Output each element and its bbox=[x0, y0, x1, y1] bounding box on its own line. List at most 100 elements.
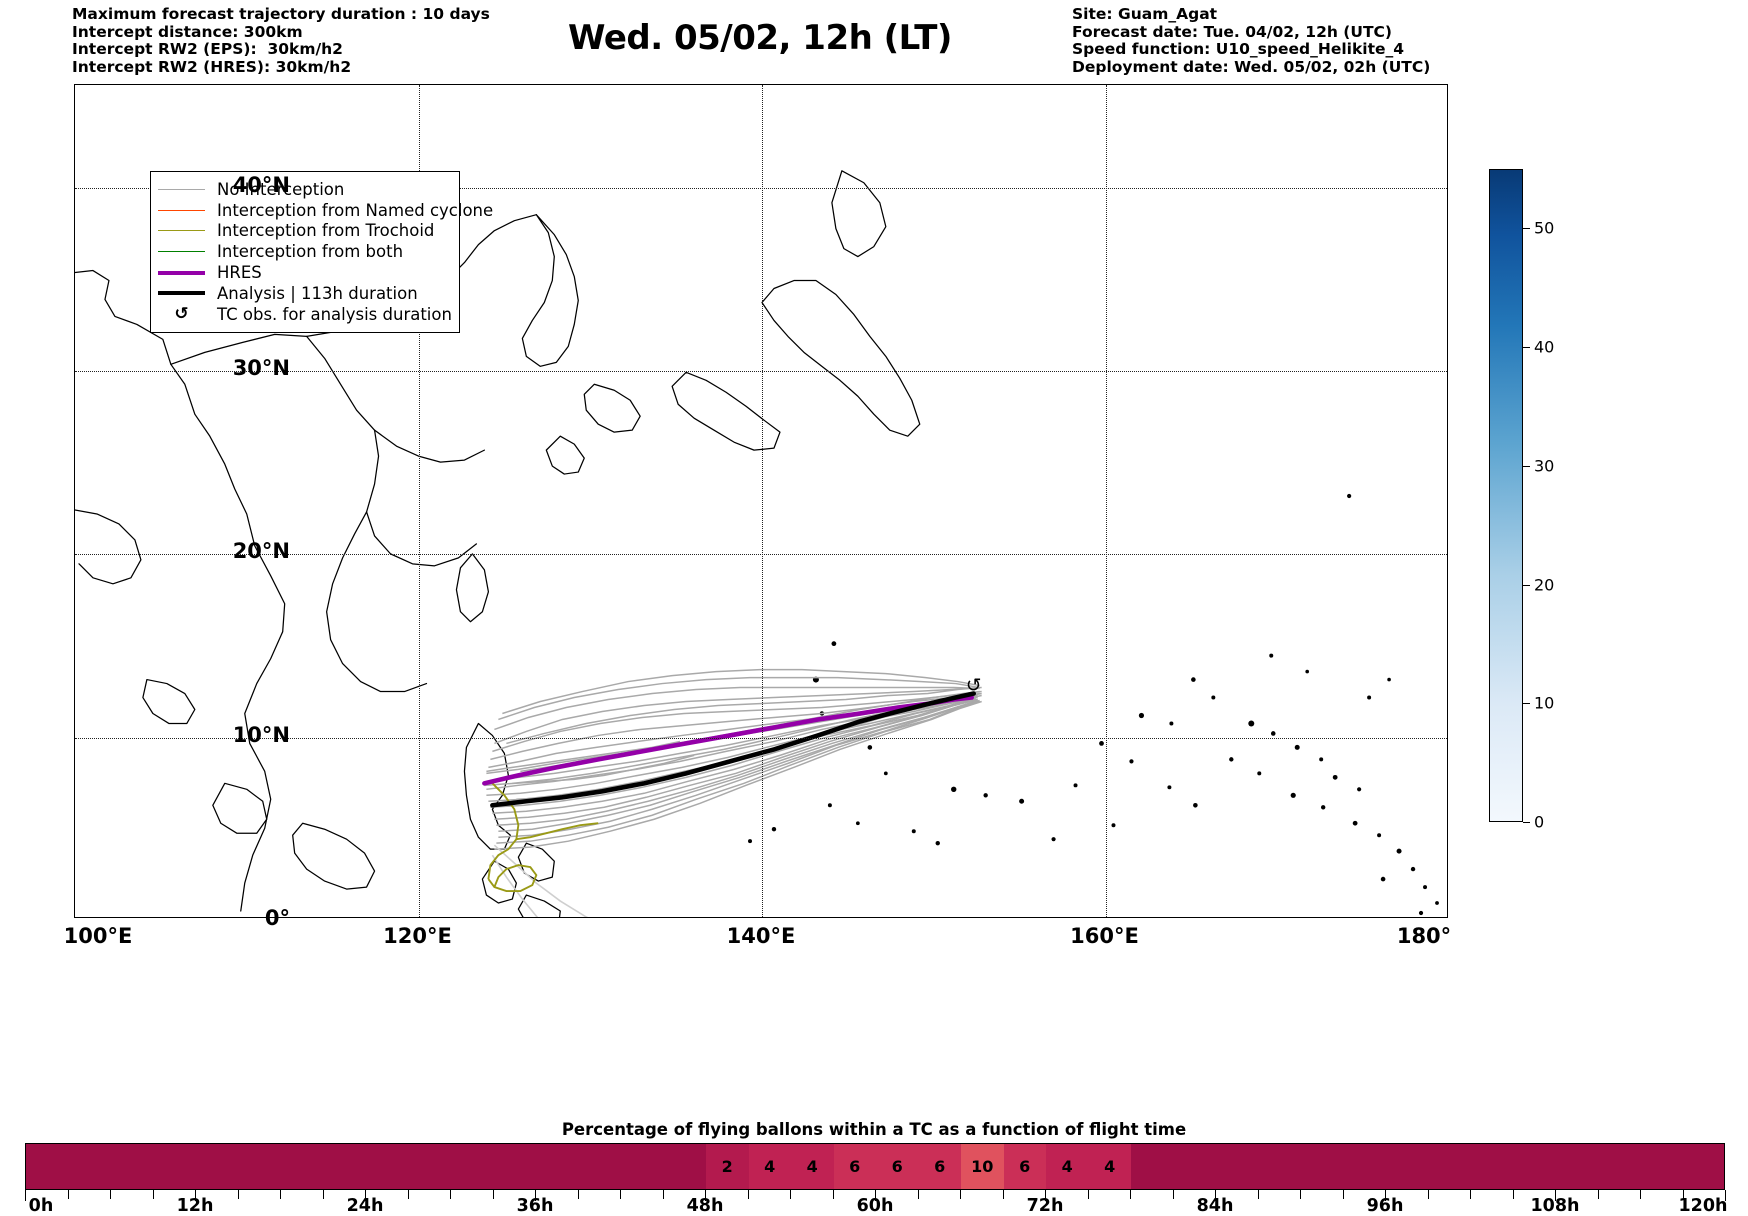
time-axis-label: 84h bbox=[1196, 1196, 1234, 1216]
time-axis-tick bbox=[492, 1190, 494, 1199]
map-legend: No Interception Interception from Named c… bbox=[150, 171, 493, 333]
percentage-cell[interactable]: 4 bbox=[748, 1144, 791, 1189]
legend-line-swatch bbox=[158, 251, 205, 253]
eps-trajectory-outlier bbox=[491, 844, 589, 917]
time-axis-tick bbox=[322, 1190, 324, 1199]
time-axis-label: 0h bbox=[28, 1196, 54, 1216]
colorbar-tick-label: 0 bbox=[1534, 812, 1545, 832]
colorbar-tick-label: 10 bbox=[1534, 693, 1555, 713]
time-axis-tick bbox=[237, 1190, 239, 1199]
gridline-longitude-160 bbox=[1105, 85, 1107, 917]
colorbar-gradient bbox=[1489, 169, 1523, 822]
percentage-cell[interactable] bbox=[26, 1144, 706, 1189]
legend-item: Interception from Named cyclone bbox=[158, 200, 493, 221]
colorbar-tick bbox=[1523, 822, 1530, 823]
longitude-tick-label: 100°E bbox=[63, 924, 133, 948]
gridline-latitude-10 bbox=[75, 737, 1447, 739]
time-axis-tick bbox=[152, 1190, 154, 1199]
svg-text:↺: ↺ bbox=[966, 675, 982, 697]
latitude-tick-label: 40°N bbox=[232, 172, 290, 197]
percentage-cell[interactable] bbox=[1131, 1144, 1724, 1189]
gridline-longitude-140 bbox=[762, 85, 763, 917]
colorbar-tick-label: 40 bbox=[1534, 337, 1555, 357]
time-axis-tick bbox=[705, 1190, 706, 1201]
map-coastlines-and-trajectories: ↺ bbox=[75, 170, 1439, 917]
legend-item-label: HRES bbox=[217, 263, 262, 283]
time-axis-tick bbox=[1385, 1190, 1386, 1201]
longitude-tick-label: 140°E bbox=[726, 924, 796, 948]
percentage-bar-panel: 2 4 4 6 6 6 10 6 4 4 bbox=[25, 1143, 1726, 1201]
legend-item-label: Analysis | 113h duration bbox=[217, 283, 418, 303]
time-axis-label: 36h bbox=[516, 1196, 554, 1216]
latitude-tick-label: 0° bbox=[264, 906, 290, 930]
time-axis-tick bbox=[195, 1190, 196, 1201]
colorbar-tick-label: 30 bbox=[1534, 456, 1555, 476]
time-axis-tick bbox=[280, 1190, 281, 1199]
time-axis-label: 96h bbox=[1366, 1196, 1404, 1216]
trajectory-interception-trochoid bbox=[487, 782, 599, 893]
legend-item: Interception from Trochoid bbox=[158, 221, 450, 242]
gridline-latitude-40 bbox=[75, 187, 1447, 189]
legend-line-swatch bbox=[158, 230, 205, 232]
percentage-cell[interactable]: 4 bbox=[791, 1144, 834, 1189]
percentage-cell[interactable]: 4 bbox=[1046, 1144, 1089, 1189]
page-title: Wed. 05/02, 12h (LT) bbox=[568, 18, 952, 58]
legend-item-label: Interception from Named cyclone bbox=[217, 200, 494, 220]
legend-line-swatch bbox=[158, 209, 205, 211]
time-axis-tick bbox=[1427, 1190, 1429, 1199]
time-axis-tick bbox=[1470, 1190, 1471, 1199]
time-axis-tick bbox=[25, 1190, 26, 1201]
colorbar-tick bbox=[1523, 703, 1530, 705]
colorbar: 0 10 20 30 40 50 bbox=[1489, 169, 1554, 832]
legend-line-swatch bbox=[158, 270, 205, 275]
latitude-tick-label: 10°N bbox=[232, 722, 290, 747]
colorbar-tick bbox=[1523, 465, 1530, 467]
time-axis-tick bbox=[1215, 1190, 1216, 1201]
time-axis-label: 108h bbox=[1530, 1196, 1580, 1216]
percentage-cell[interactable]: 10 bbox=[961, 1144, 1004, 1189]
legend-item: ↺ TC obs. for analysis duration bbox=[158, 304, 452, 325]
colorbar-tick bbox=[1523, 228, 1530, 230]
legend-line-swatch bbox=[158, 291, 205, 296]
time-axis-tick bbox=[1342, 1190, 1344, 1199]
time-axis-tick bbox=[67, 1190, 69, 1199]
tc-observation-markers: ↺ bbox=[966, 675, 982, 697]
percentage-bar-title: Percentage of flying ballons within a TC… bbox=[561, 1120, 1187, 1139]
percentage-cell[interactable]: 2 bbox=[706, 1144, 749, 1189]
trajectory-analysis bbox=[490, 691, 976, 808]
time-axis-tick bbox=[1130, 1190, 1131, 1199]
longitude-tick-label: 120°E bbox=[383, 924, 452, 948]
legend-item-label: Interception from both bbox=[217, 242, 404, 262]
percentage-cell[interactable]: 6 bbox=[833, 1144, 876, 1189]
time-axis-tick bbox=[1682, 1190, 1684, 1199]
colorbar-tick bbox=[1523, 584, 1530, 586]
colorbar-title: Named cyclones forecast - Number of EPS … bbox=[1596, 169, 1748, 822]
percentage-cell[interactable]: 4 bbox=[1088, 1144, 1131, 1189]
time-axis-tick bbox=[790, 1190, 791, 1199]
percentage-bar-cells[interactable]: 2 4 4 6 6 6 10 6 4 4 bbox=[25, 1143, 1725, 1190]
legend-item: HRES bbox=[158, 262, 450, 283]
time-axis-tick bbox=[1640, 1190, 1641, 1199]
time-axis-tick bbox=[1300, 1190, 1301, 1199]
time-axis-tick bbox=[1512, 1190, 1514, 1199]
percentage-cell[interactable]: 6 bbox=[918, 1144, 961, 1189]
time-axis-label: 120h bbox=[1678, 1196, 1728, 1216]
time-axis-label: 48h bbox=[686, 1196, 724, 1216]
time-axis-tick bbox=[662, 1190, 664, 1199]
time-axis-tick bbox=[747, 1190, 749, 1199]
map-panel: ↺ No Interception Interception from Named… bbox=[74, 84, 1448, 918]
percentage-cell[interactable]: 6 bbox=[876, 1144, 919, 1189]
legend-item: Analysis | 113h duration bbox=[158, 283, 450, 304]
time-axis-tick bbox=[1002, 1190, 1004, 1199]
colorbar-tick bbox=[1523, 347, 1530, 349]
legend-item-label: No Interception bbox=[217, 179, 345, 199]
coastline-layer bbox=[75, 170, 921, 917]
time-axis-tick bbox=[535, 1190, 536, 1201]
time-axis-tick bbox=[1045, 1190, 1046, 1201]
legend-line-swatch bbox=[158, 188, 205, 190]
legend-item: Interception from both bbox=[158, 241, 450, 262]
percentage-cell[interactable]: 6 bbox=[1003, 1144, 1046, 1189]
time-axis-label: 60h bbox=[856, 1196, 894, 1216]
time-axis-tick bbox=[577, 1190, 579, 1199]
legend-item-label: Interception from Trochoid bbox=[217, 221, 435, 241]
